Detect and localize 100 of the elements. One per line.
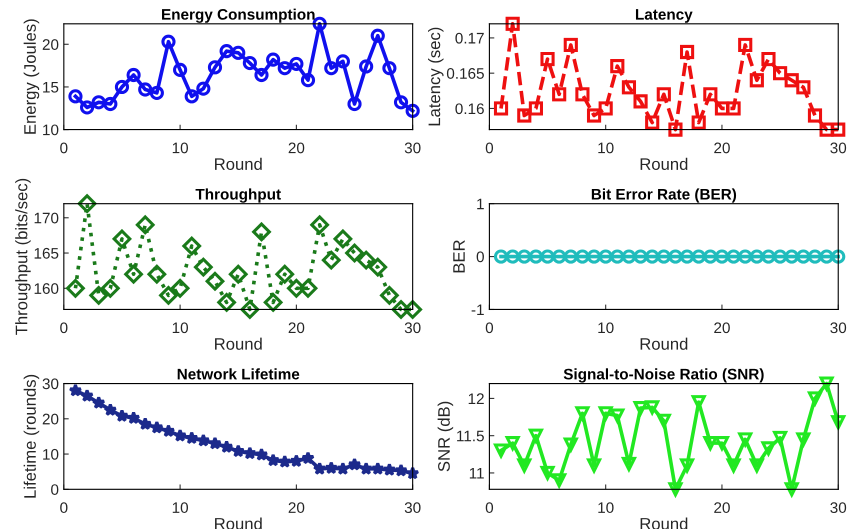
point bbox=[150, 86, 164, 100]
point bbox=[564, 38, 578, 52]
point bbox=[266, 453, 280, 466]
y-axis-title: SNR (dB) bbox=[438, 402, 454, 472]
y-tick-label: 10 bbox=[43, 124, 58, 136]
point bbox=[170, 278, 190, 298]
point bbox=[586, 108, 602, 123]
point bbox=[196, 434, 210, 447]
point bbox=[622, 456, 636, 472]
point bbox=[336, 462, 350, 475]
point bbox=[382, 462, 396, 476]
point bbox=[820, 376, 834, 391]
point bbox=[184, 431, 199, 444]
y-axis-title: BER bbox=[453, 240, 465, 272]
chart-title: Throughput bbox=[196, 188, 281, 203]
point bbox=[162, 424, 176, 438]
chart-title: Latency bbox=[636, 9, 693, 23]
point bbox=[680, 44, 694, 60]
y-tick-label: 0.16 bbox=[455, 103, 484, 114]
point bbox=[692, 115, 706, 130]
point bbox=[138, 416, 152, 430]
point bbox=[761, 441, 776, 456]
point bbox=[196, 82, 210, 96]
y-axis-title: Latency (sec) bbox=[428, 28, 444, 126]
point bbox=[220, 440, 234, 454]
x-tick-label: 30 bbox=[830, 142, 846, 154]
point bbox=[66, 278, 85, 298]
y-tick-label: -1 bbox=[472, 304, 484, 315]
x-tick-label: 20 bbox=[288, 322, 304, 334]
point bbox=[528, 428, 543, 443]
point bbox=[114, 80, 130, 94]
point bbox=[80, 388, 94, 402]
point bbox=[656, 414, 671, 428]
x-tick-label: 0 bbox=[60, 142, 68, 154]
point bbox=[831, 122, 846, 137]
point bbox=[517, 108, 532, 123]
x-axis-title: Round bbox=[640, 158, 688, 170]
point bbox=[68, 383, 82, 397]
point bbox=[406, 104, 420, 118]
chart-title: Signal-to-Noise Ratio (SNR) bbox=[564, 368, 764, 383]
point bbox=[104, 402, 118, 416]
point bbox=[392, 300, 410, 319]
point bbox=[610, 408, 624, 423]
point bbox=[322, 250, 341, 270]
point bbox=[278, 454, 292, 468]
y-axis-title: Throughput (bits/sec) bbox=[15, 178, 31, 335]
x-tick-label: 10 bbox=[172, 142, 188, 154]
point bbox=[370, 462, 385, 475]
point bbox=[680, 458, 694, 473]
point bbox=[552, 87, 566, 102]
point bbox=[150, 420, 164, 434]
point bbox=[808, 391, 822, 406]
point bbox=[243, 446, 257, 460]
point bbox=[100, 278, 120, 298]
point bbox=[808, 108, 822, 123]
point bbox=[382, 61, 396, 76]
point bbox=[645, 115, 660, 130]
x-axis-title: Round bbox=[640, 338, 688, 350]
point bbox=[714, 436, 730, 450]
x-axis-title: Round bbox=[215, 158, 262, 170]
x-tick-label: 0 bbox=[60, 322, 68, 334]
point bbox=[540, 466, 555, 480]
x-tick-label: 0 bbox=[60, 502, 68, 514]
y-tick-label: 160 bbox=[34, 283, 58, 294]
point bbox=[173, 62, 188, 77]
point bbox=[494, 101, 508, 116]
y-tick-label: 165 bbox=[34, 248, 58, 259]
point bbox=[403, 300, 422, 319]
y-tick-label: 0 bbox=[476, 251, 484, 262]
x-tick-label: 10 bbox=[172, 322, 188, 334]
point bbox=[312, 16, 327, 31]
point bbox=[831, 415, 846, 430]
point bbox=[370, 28, 385, 43]
point bbox=[359, 462, 373, 475]
point bbox=[254, 68, 269, 82]
point bbox=[286, 278, 306, 298]
point bbox=[161, 34, 176, 49]
y-axis-title: Lifetime (rounds) bbox=[24, 374, 40, 498]
point bbox=[668, 122, 683, 137]
point bbox=[738, 38, 752, 52]
point bbox=[78, 194, 96, 214]
x-tick-label: 10 bbox=[598, 142, 614, 154]
x-tick-label: 30 bbox=[404, 322, 421, 334]
x-tick-label: 20 bbox=[714, 142, 730, 154]
y-tick-label: 20 bbox=[42, 39, 58, 50]
point bbox=[301, 451, 315, 464]
point bbox=[348, 458, 362, 471]
point bbox=[622, 80, 636, 94]
point bbox=[703, 436, 718, 450]
point bbox=[380, 286, 399, 305]
point bbox=[208, 60, 222, 74]
point bbox=[586, 458, 602, 473]
x-tick-label: 10 bbox=[598, 322, 614, 334]
point bbox=[324, 461, 338, 474]
point bbox=[506, 16, 520, 31]
point bbox=[206, 272, 224, 291]
x-axis-title: Round bbox=[215, 338, 262, 350]
y-tick-label: 0 bbox=[51, 484, 58, 496]
point bbox=[278, 61, 292, 76]
point bbox=[80, 100, 94, 115]
